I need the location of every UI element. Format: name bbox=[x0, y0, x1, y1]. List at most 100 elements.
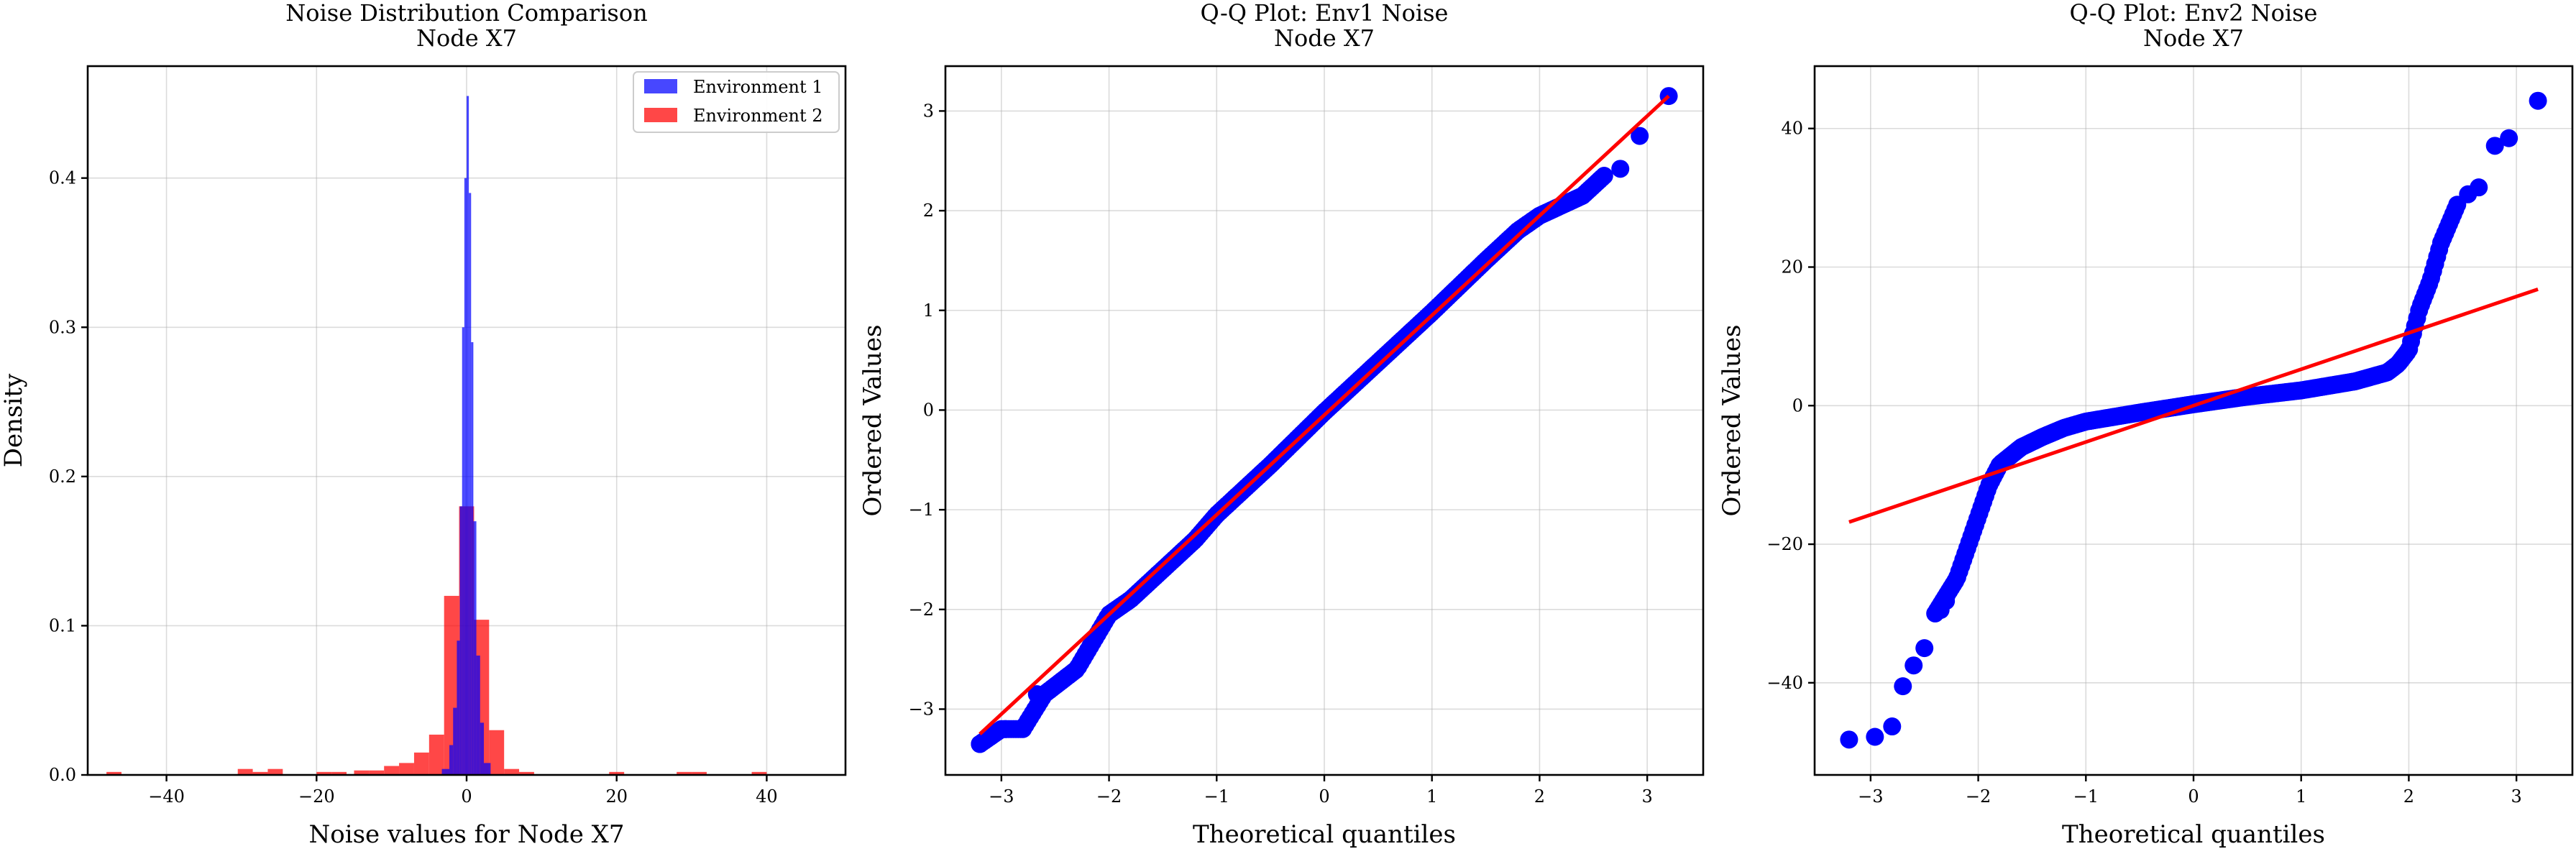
legend-label-environment-2: Environment 2 bbox=[693, 106, 823, 126]
qq1-tick-label-y: 2 bbox=[923, 201, 934, 221]
hist-bar-environment-2 bbox=[399, 763, 414, 775]
qq1-xlabel: Theoretical quantiles bbox=[1193, 820, 1456, 849]
qq2-title: Q-Q Plot: Env2 Noise bbox=[2070, 0, 2318, 27]
legend-label-environment-1: Environment 1 bbox=[693, 77, 823, 97]
hist-tick-label-y: 0.1 bbox=[49, 615, 76, 635]
qq2-ticks: −3 −2 −1 0 1 2 3 −40 −20 0 20 40 bbox=[1766, 119, 2521, 807]
legend-box bbox=[633, 71, 840, 133]
hist-bars-environment-2 bbox=[106, 506, 767, 775]
qq1-point bbox=[1611, 160, 1630, 178]
hist-bar-environment-2 bbox=[751, 771, 767, 775]
hist-bar-environment-1 bbox=[449, 745, 454, 775]
hist-bar-environment-1 bbox=[441, 768, 449, 775]
qq1-ylabel: Ordered Values bbox=[858, 324, 887, 516]
panel-qq-env2: Q-Q Plot: Env2 Noise Node X7 −3 −2 −1 0 1 2 3−… bbox=[1718, 0, 2574, 849]
hist-bar-environment-1 bbox=[480, 722, 485, 775]
qq2-tick-label-y: 40 bbox=[1781, 119, 1803, 139]
hist-ticks: −40 −20 0 20 40 0.0 0.1 0.2 0.3 0.4 bbox=[49, 168, 778, 807]
qq2-point bbox=[1905, 656, 1923, 675]
hist-ylabel: Density bbox=[0, 373, 28, 467]
qq2-tick-label-x: 0 bbox=[2188, 786, 2199, 807]
hist-bar-environment-1 bbox=[473, 521, 477, 775]
qq2-point bbox=[2470, 178, 2488, 197]
hist-bar-environment-1 bbox=[467, 96, 469, 775]
qq1-grid bbox=[945, 66, 1703, 775]
qq2-point bbox=[2485, 137, 2504, 155]
qq1-tick-label-x: 2 bbox=[1534, 786, 1545, 807]
qq1-subtitle: Node X7 bbox=[1274, 24, 1375, 52]
hist-bar-environment-1 bbox=[457, 640, 460, 775]
hist-tick-label-x: 20 bbox=[605, 786, 628, 807]
hist-bar-environment-2 bbox=[267, 768, 283, 775]
hist-bar-environment-1 bbox=[453, 707, 457, 775]
qq1-ticks: −3 −2 −1 0 1 2 3 −3 −2 −1 0 1 2 3 bbox=[909, 101, 1653, 807]
hist-tick-label-y: 0.4 bbox=[49, 168, 76, 188]
hist-xlabel: Noise values for Node X7 bbox=[309, 820, 625, 849]
hist-bar-environment-1 bbox=[471, 342, 474, 775]
hist-bar-environment-2 bbox=[331, 771, 347, 775]
hist-bar-environment-2 bbox=[504, 768, 520, 775]
qq2-grid bbox=[1815, 66, 2572, 775]
hist-bar-environment-1 bbox=[464, 178, 467, 775]
qq2-tick-label-x: −2 bbox=[1966, 786, 1991, 807]
qq2-point bbox=[1937, 592, 1956, 610]
qq1-point bbox=[1595, 167, 1613, 185]
hist-tick-label-y: 0.3 bbox=[49, 317, 76, 337]
hist-bar-environment-2 bbox=[519, 771, 534, 775]
legend-swatch-environment-1 bbox=[644, 79, 677, 93]
qq2-point bbox=[2529, 91, 2547, 110]
legend-swatch-environment-2 bbox=[644, 108, 677, 122]
qq1-title: Q-Q Plot: Env1 Noise bbox=[1201, 0, 1449, 27]
qq2-fit-line-group bbox=[1848, 287, 2539, 524]
hist-bar-environment-2 bbox=[413, 752, 429, 775]
hist-bar-environment-2 bbox=[252, 771, 268, 775]
hist-bar-environment-2 bbox=[489, 730, 505, 775]
qq2-point bbox=[1840, 730, 1858, 749]
qq1-point bbox=[971, 735, 989, 753]
hist-bar-environment-2 bbox=[384, 766, 400, 775]
hist-tick-label-x: −40 bbox=[148, 786, 185, 807]
hist-bar-environment-2 bbox=[354, 770, 370, 775]
hist-bar-environment-1 bbox=[476, 655, 480, 775]
qq1-tick-label-x: −2 bbox=[1096, 786, 1122, 807]
qq1-point bbox=[996, 720, 1015, 738]
qq1-tick-label-x: −1 bbox=[1204, 786, 1229, 807]
qq2-tick-label-x: 1 bbox=[2296, 786, 2306, 807]
hist-bar-environment-1 bbox=[459, 506, 462, 775]
qq2-point bbox=[1866, 727, 1884, 746]
panel-histogram: Noise Distribution Comparison Node X7 −4… bbox=[0, 0, 847, 849]
hist-subtitle: Node X7 bbox=[416, 24, 517, 52]
hist-bars-environment-1 bbox=[441, 96, 491, 775]
qq1-fit-line-group bbox=[978, 94, 1670, 735]
qq1-tick-label-y: −3 bbox=[909, 699, 934, 719]
qq2-tick-label-x: −1 bbox=[2073, 786, 2099, 807]
qq1-point bbox=[1631, 127, 1649, 145]
qq1-point bbox=[1027, 685, 1046, 704]
qq2-tick-label-y: 20 bbox=[1781, 257, 1803, 277]
hist-bar-environment-2 bbox=[237, 768, 253, 775]
qq2-subtitle: Node X7 bbox=[2143, 24, 2244, 52]
qq1-tick-label-y: −2 bbox=[909, 600, 934, 620]
hist-bar-environment-1 bbox=[462, 327, 464, 775]
qq2-tick-label-y: −40 bbox=[1766, 673, 1803, 693]
hist-bar-environment-1 bbox=[469, 193, 472, 775]
qq2-fit-line bbox=[1848, 287, 2539, 524]
qq2-tick-label-x: −3 bbox=[1858, 786, 1883, 807]
qq1-tick-label-x: 3 bbox=[1642, 786, 1653, 807]
qq2-ylabel: Ordered Values bbox=[1718, 324, 1746, 516]
qq2-tick-label-y: −20 bbox=[1766, 534, 1803, 554]
qq1-tick-label-y: 0 bbox=[923, 400, 934, 420]
hist-bar-environment-2 bbox=[609, 771, 625, 775]
qq1-tick-label-y: −1 bbox=[909, 500, 934, 520]
hist-tick-label-x: 40 bbox=[756, 786, 778, 807]
hist-tick-label-y: 0.0 bbox=[49, 765, 76, 785]
hist-bar-environment-2 bbox=[316, 771, 332, 775]
qq1-tick-label-x: −3 bbox=[989, 786, 1014, 807]
qq2-tick-label-x: 2 bbox=[2403, 786, 2414, 807]
qq1-tick-label-y: 1 bbox=[923, 300, 934, 321]
qq1-point bbox=[1014, 720, 1032, 738]
panel-qq-env1: Q-Q Plot: Env1 Noise Node X7 −3 −2 −1 0 1 2 3 −… bbox=[858, 0, 1705, 849]
qq2-point bbox=[1883, 717, 1902, 736]
